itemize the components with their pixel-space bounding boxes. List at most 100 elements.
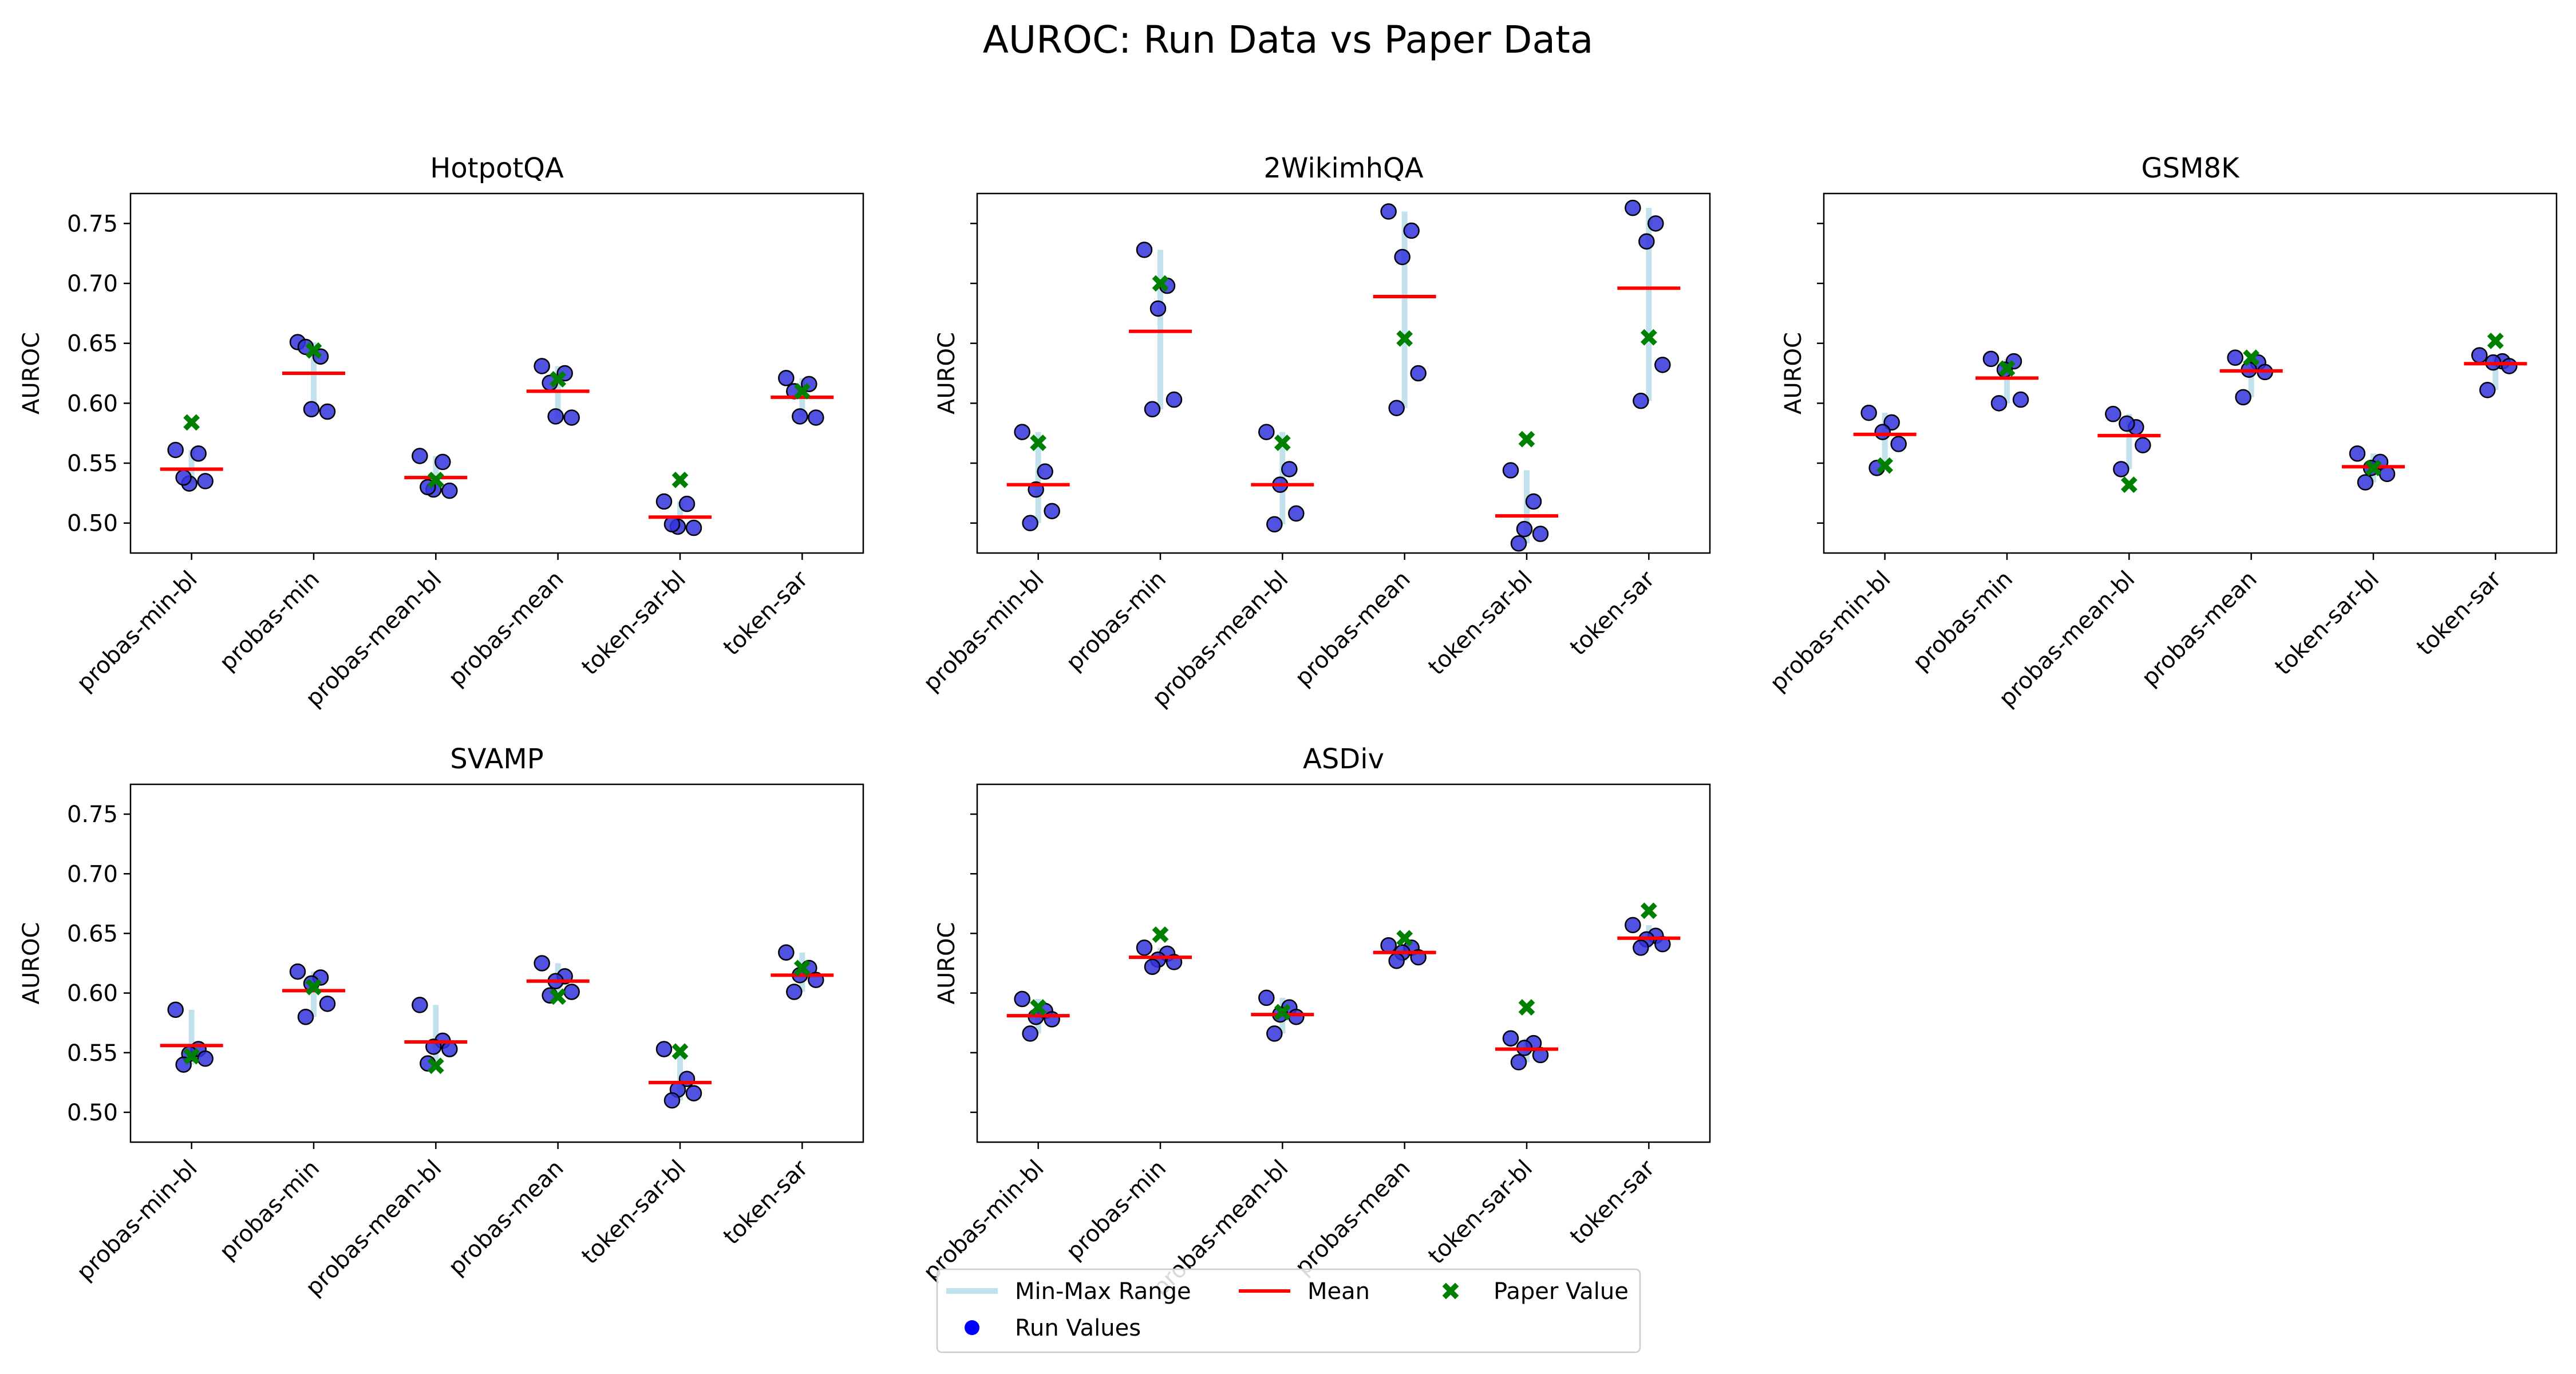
plot-frame (976, 783, 1711, 1143)
paper-value-marker (1640, 329, 1657, 346)
paper-value-marker (2120, 476, 2138, 493)
subplot-title: ASDiv (1303, 743, 1384, 775)
panel-hotpotqa: HotpotQA AUROC 0.50 0.55 0.60 0.65 0.70 0.75 pro… (18, 152, 864, 712)
plot-frame (976, 192, 1711, 554)
run-point (1144, 958, 1161, 975)
legend-item-paper: Paper Value (1442, 1278, 1629, 1305)
run-point (2119, 415, 2135, 432)
run-point (1288, 1009, 1305, 1025)
paper-value-marker (1640, 902, 1657, 919)
paper-value-marker (1152, 275, 1169, 292)
run-point (534, 358, 550, 374)
paper-value-marker (1876, 457, 1894, 474)
run-point (441, 482, 458, 499)
paper-value-marker (671, 1043, 689, 1060)
run-point (1625, 199, 1641, 216)
run-point (289, 963, 306, 980)
category-token-sar-bl: token-sar-bl (1423, 999, 1558, 1270)
plot-frame (129, 783, 864, 1143)
category-probas-min-bl: probas-min-bl (918, 990, 1070, 1286)
run-point (1394, 248, 1411, 266)
y-axis-label: AUROC (18, 332, 45, 414)
x-tick-label: probas-min (1061, 1155, 1171, 1265)
category-probas-mean: probas-mean (444, 358, 590, 692)
paper-value-marker (1518, 999, 1535, 1016)
run-point (655, 493, 673, 510)
x-tick-label: token-sar-bl (1423, 1155, 1538, 1270)
run-point (663, 1092, 681, 1109)
run-point (2227, 349, 2243, 366)
run-point (1860, 404, 1877, 421)
category-probas-min: probas-min (215, 963, 345, 1265)
subplot-title: GSM8K (2141, 152, 2240, 184)
run-point (685, 519, 702, 536)
plot-frame (129, 192, 864, 554)
run-point (1510, 535, 1527, 552)
run-point (434, 453, 451, 471)
x-tick-label: token-sar (1565, 1155, 1660, 1250)
y-tick-label: 0.60 (67, 981, 118, 1007)
y-tick-label: 0.55 (67, 451, 118, 477)
y-tick-label: 0.50 (67, 511, 118, 537)
x-tick-label: token-sar (2412, 566, 2507, 661)
x-tick-label: probas-mean (2137, 566, 2262, 692)
x-tick-label: token-sar (718, 566, 813, 661)
y-tick-label: 0.55 (67, 1040, 118, 1067)
paper-value-marker (183, 1048, 200, 1065)
paper-value-marker (2365, 459, 2382, 476)
legend-label: Paper Value (1494, 1278, 1629, 1305)
run-point (1014, 424, 1030, 440)
category-probas-min-bl: probas-min-bl (1765, 404, 1917, 697)
run-point (1625, 917, 1641, 934)
legend-label: Min-Max Range (1015, 1278, 1191, 1305)
paper-value-marker (1152, 926, 1169, 943)
y-axis-label: AUROC (1780, 332, 1807, 414)
run-point (1380, 203, 1397, 220)
category-probas-min: probas-min (1061, 242, 1192, 676)
x-tick-label: probas-min-bl (918, 566, 1049, 697)
paper-value-marker (427, 1057, 444, 1075)
subplot-title: 2WikimhQA (1263, 152, 1423, 184)
run-point (2349, 445, 2366, 462)
legend-item-range: Min-Max Range (946, 1278, 1191, 1305)
x-tick-label: probas-mean (1290, 1155, 1416, 1281)
run-point (197, 473, 214, 489)
run-point (1638, 233, 1655, 250)
paper-value-marker (1274, 434, 1291, 451)
legend-item-run: Run Values (965, 1315, 1141, 1341)
category-token-sar-bl: token-sar-bl (576, 1041, 712, 1269)
run-point (1022, 515, 1038, 531)
category-token-sar: token-sar (1565, 902, 1681, 1250)
run-point (1288, 505, 1305, 522)
category-token-sar-bl: token-sar-bl (2270, 445, 2405, 680)
category-probas-mean-bl: probas-mean-bl (1147, 989, 1314, 1301)
run-point (319, 996, 336, 1012)
run-point (167, 441, 184, 459)
run-point (534, 955, 550, 972)
x-tick-label: probas-min-bl (72, 566, 202, 697)
x-tick-label: probas-mean-bl (301, 566, 447, 712)
x-tick-label: probas-mean (444, 1155, 569, 1281)
category-token-sar-bl: token-sar-bl (576, 471, 712, 681)
run-point (190, 445, 207, 462)
x-tick-label: probas-min (1061, 566, 1171, 676)
run-point (1136, 242, 1153, 258)
x-tick-label: probas-min-bl (918, 1155, 1049, 1286)
run-point (1502, 1030, 1519, 1047)
run-point (678, 495, 696, 512)
run-point (1037, 463, 1053, 480)
run-point (655, 1041, 673, 1057)
paper-value-marker (550, 988, 567, 1005)
run-point (2012, 391, 2029, 408)
run-point (1982, 350, 2000, 368)
legend: Min-Max Range Mean Paper Value Run Values (936, 1268, 1641, 1353)
run-point (2135, 437, 2151, 453)
run-point (197, 1050, 214, 1067)
x-tick-label: token-sar-bl (576, 566, 691, 681)
run-point (1380, 937, 1397, 954)
run-point (319, 403, 336, 420)
x-tick-label: probas-mean-bl (301, 1155, 447, 1301)
x-tick-label: token-sar-bl (1423, 566, 1538, 681)
